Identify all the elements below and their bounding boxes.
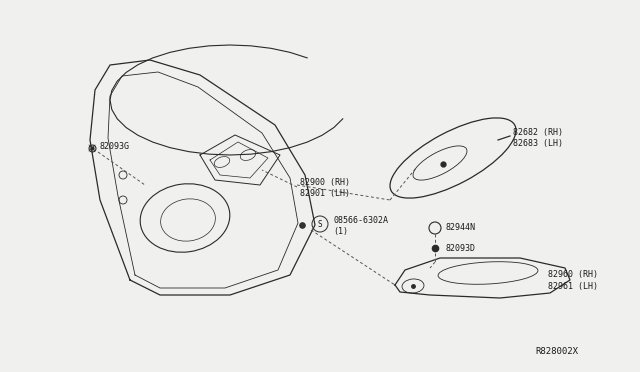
Text: R828002X: R828002X [535, 347, 578, 356]
Text: 82683 (LH): 82683 (LH) [513, 138, 563, 148]
Text: 82900 (RH): 82900 (RH) [300, 177, 350, 186]
Text: S: S [317, 219, 323, 228]
Text: 82960 (RH): 82960 (RH) [548, 270, 598, 279]
Text: 82093D: 82093D [446, 244, 476, 253]
Text: 82961 (LH): 82961 (LH) [548, 282, 598, 291]
Text: 82682 (RH): 82682 (RH) [513, 128, 563, 137]
Text: (1): (1) [333, 227, 348, 235]
Text: 82901 (LH): 82901 (LH) [300, 189, 350, 198]
Text: 82944N: 82944N [446, 222, 476, 231]
Text: 82093G: 82093G [100, 141, 130, 151]
Text: 08566-6302A: 08566-6302A [333, 215, 388, 224]
